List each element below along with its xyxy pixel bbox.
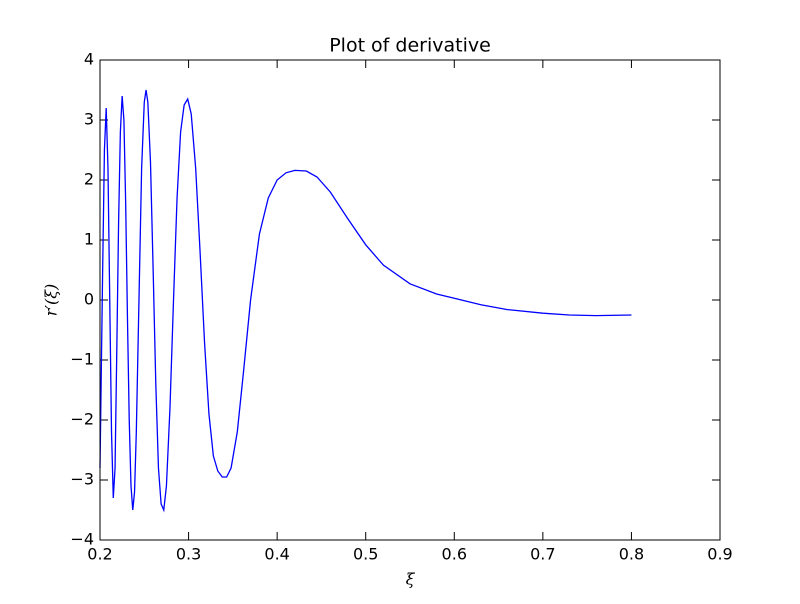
y-tick-label: −2 — [70, 410, 94, 429]
x-tick-label: 0.9 — [707, 545, 732, 564]
y-tick-label: 1 — [84, 230, 94, 249]
x-axis-label: ξ — [406, 570, 416, 589]
y-tick-label: 2 — [84, 170, 94, 189]
x-tick-label: 0.7 — [530, 545, 555, 564]
y-axis-label: r′(ξ) — [42, 284, 61, 317]
x-tick-label: 0.5 — [353, 545, 378, 564]
plot-frame — [99, 59, 721, 541]
y-tick-label: −1 — [70, 350, 94, 369]
y-tick-label: −4 — [70, 530, 94, 549]
y-tick-label: 0 — [84, 290, 94, 309]
y-tick-label: −3 — [70, 470, 94, 489]
x-tick-label: 0.2 — [87, 545, 112, 564]
x-tick-label: 0.8 — [619, 545, 644, 564]
y-tick-label: 3 — [84, 110, 94, 129]
data-line — [99, 89, 632, 513]
x-tick-label: 0.6 — [442, 545, 467, 564]
x-tick-label: 0.4 — [264, 545, 289, 564]
x-tick-label: 0.3 — [176, 545, 201, 564]
chart-title: Plot of derivative — [329, 35, 491, 57]
y-tick-label: 4 — [84, 50, 94, 69]
